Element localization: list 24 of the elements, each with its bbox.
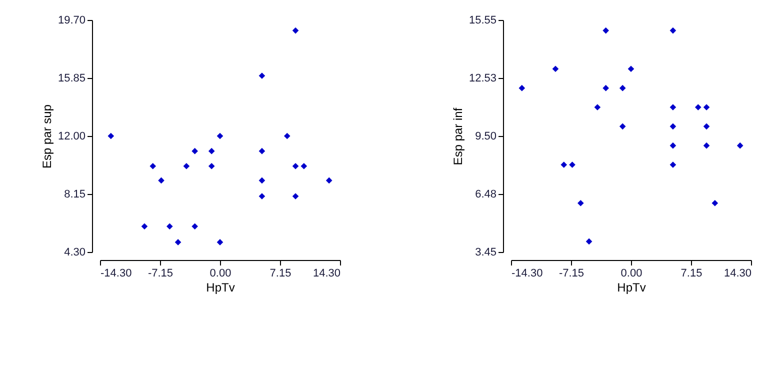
- x-tick-label: 0.00: [620, 268, 642, 280]
- x-axis-title: HpTv: [617, 280, 646, 294]
- y-axis-title: Esp par inf: [450, 107, 465, 166]
- x-tick-label: 14.30: [724, 268, 752, 280]
- y-tick-label: 12.00: [58, 130, 86, 142]
- x-tick-label: 7.15: [680, 268, 702, 280]
- x-tick-label: -14.30: [100, 268, 132, 280]
- x-tick-label: -7.15: [148, 268, 174, 280]
- y-tick-label: 12.53: [468, 72, 496, 84]
- x-tick-label: 7.15: [270, 268, 292, 280]
- y-tick-label: 19.70: [58, 14, 86, 26]
- x-tick-label: -14.30: [512, 268, 543, 280]
- y-tick-label: 3.45: [475, 246, 496, 258]
- y-tick-label: 15.85: [58, 72, 86, 84]
- x-tick-label: 0.00: [210, 268, 232, 280]
- x-tick-label: -7.15: [558, 268, 584, 280]
- y-tick-label: 8.15: [64, 188, 86, 200]
- x-axis-title: HpTv: [206, 280, 235, 294]
- y-tick-label: 4.30: [64, 246, 86, 258]
- y-tick-label: 9.50: [475, 130, 496, 142]
- x-tick-label: 14.30: [312, 268, 340, 280]
- y-axis-title: Esp par sup: [40, 104, 54, 169]
- y-tick-label: 6.48: [475, 188, 496, 200]
- y-tick-label: 15.55: [468, 14, 496, 26]
